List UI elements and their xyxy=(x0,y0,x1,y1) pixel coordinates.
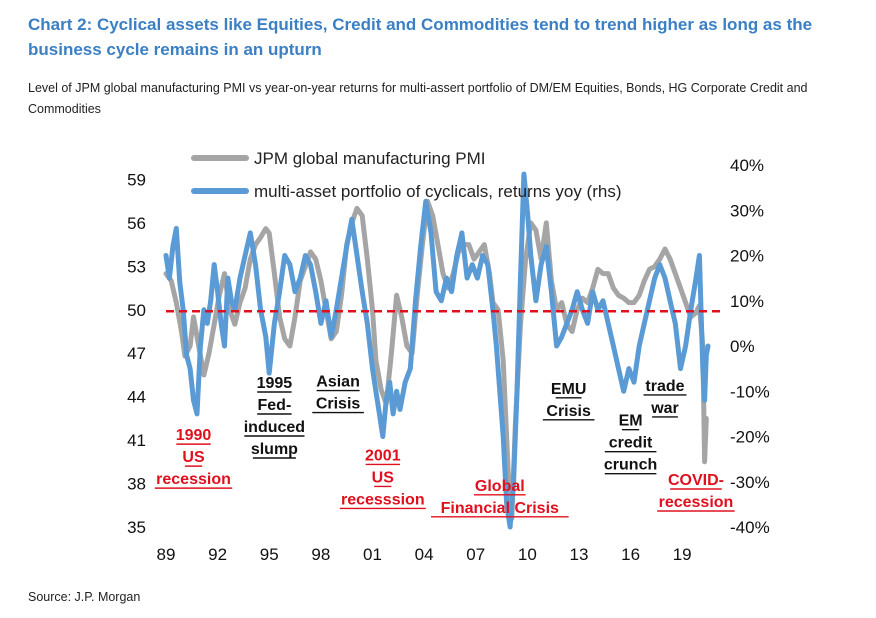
annotation-7: trade war xyxy=(643,378,687,418)
chart-subtitle: Level of JPM global manufacturing PMI vs… xyxy=(28,81,808,116)
left-tick-label-7: 38 xyxy=(127,475,146,494)
annotation-2-line-1: Crisis xyxy=(316,396,361,413)
legend-label-portfolio: multi-asset portfolio of cyclicals, retu… xyxy=(254,182,622,201)
x-tick-label-5: 04 xyxy=(415,545,434,564)
annotation-1-line-3: slump xyxy=(251,441,298,458)
x-tick-label-8: 13 xyxy=(569,545,588,564)
annotation-8: COVID-recession xyxy=(657,472,735,512)
annotation-0-line-1: US xyxy=(182,449,205,466)
left-tick-label-1: 56 xyxy=(127,214,146,233)
x-tick-label-7: 10 xyxy=(518,545,537,564)
x-tick-label-2: 95 xyxy=(260,545,279,564)
x-tick-label-4: 01 xyxy=(363,545,382,564)
annotation-6-line-0: EM xyxy=(619,413,643,430)
chart-source: Source: J.P. Morgan xyxy=(28,590,141,604)
annotation-3: 2001 US recesssion xyxy=(339,447,426,510)
annotation-8-line-0: COVID- xyxy=(668,472,724,489)
x-tick-label-6: 07 xyxy=(466,545,485,564)
annotation-0-line-2: recession xyxy=(156,471,231,488)
annotation-4: Global Financial Crisis xyxy=(431,478,569,518)
annotation-1-line-1: Fed- xyxy=(258,397,292,414)
legend-label-pmi: JPM global manufacturing PMI xyxy=(254,149,486,168)
annotation-8-line-1: recession xyxy=(659,494,734,511)
x-tick-label-3: 98 xyxy=(311,545,330,564)
annotation-7-line-1: war xyxy=(650,400,679,417)
left-axis-ticks: 59 56 53 50 47 44 41 38 35 xyxy=(127,170,146,537)
right-tick-label-1: 30% xyxy=(730,201,764,220)
left-tick-label-2: 53 xyxy=(127,257,146,276)
annotation-6-line-2: crunch xyxy=(604,457,657,474)
annotations: 1990 US recession 1995 Fed-induced slump Asian… xyxy=(154,374,735,518)
annotation-7-line-0: trade xyxy=(645,378,684,395)
right-tick-label-2: 20% xyxy=(730,247,764,266)
series-lines xyxy=(163,171,711,530)
right-tick-label-3: 10% xyxy=(730,292,764,311)
right-tick-label-0: 40% xyxy=(730,156,764,175)
annotation-2: Asian Crisis xyxy=(312,374,364,414)
annotation-3-line-2: recesssion xyxy=(341,491,425,508)
x-tick-label-0: 89 xyxy=(157,545,176,564)
left-tick-label-4: 47 xyxy=(127,344,146,363)
right-axis-ticks: 40% 30% 20% 10% 0% -10% -20% -30% -40% xyxy=(730,156,770,537)
annotation-4-line-1: Financial Crisis xyxy=(441,500,559,517)
annotation-6: EM credit crunch xyxy=(604,413,657,475)
left-tick-label-6: 41 xyxy=(127,431,146,450)
legend: JPM global manufacturing PMI multi-asset… xyxy=(191,149,622,201)
x-tick-label-9: 16 xyxy=(621,545,640,564)
annotation-5-line-1: Crisis xyxy=(546,403,591,420)
annotation-3-line-1: US xyxy=(372,469,395,486)
annotation-1-line-0: 1995 xyxy=(257,375,293,392)
annotation-0: 1990 US recession xyxy=(154,427,233,489)
chart-title: Chart 2: Cyclical assets like Equities, … xyxy=(28,15,813,59)
pmi-series-line xyxy=(163,198,709,521)
x-tick-label-1: 92 xyxy=(208,545,227,564)
left-tick-label-0: 59 xyxy=(127,170,146,189)
annotation-4-line-0: Global xyxy=(475,478,525,495)
x-tick-label-10: 19 xyxy=(673,545,692,564)
annotation-1: 1995 Fed-induced slump xyxy=(244,375,305,459)
right-tick-label-4: 0% xyxy=(730,337,755,356)
right-tick-label-5: -10% xyxy=(730,382,770,401)
left-tick-label-5: 44 xyxy=(127,388,146,407)
right-tick-label-8: -40% xyxy=(730,518,770,537)
annotation-1-line-2: induced xyxy=(244,419,305,436)
portfolio-series-line xyxy=(163,171,711,530)
x-axis-ticks: 89 92 95 98 01 04 07 10 13 16 19 xyxy=(157,545,692,564)
right-tick-label-7: -30% xyxy=(730,473,770,492)
annotation-5: EMU Crisis xyxy=(542,381,595,421)
annotation-2-line-0: Asian xyxy=(316,374,360,391)
annotation-0-line-0: 1990 xyxy=(176,427,212,444)
left-tick-label-3: 50 xyxy=(127,301,146,320)
annotation-5-line-0: EMU xyxy=(551,381,587,398)
annotation-3-line-0: 2001 xyxy=(365,447,401,464)
left-tick-label-8: 35 xyxy=(127,518,146,537)
right-tick-label-6: -20% xyxy=(730,428,770,447)
annotation-6-line-1: credit xyxy=(609,435,653,452)
